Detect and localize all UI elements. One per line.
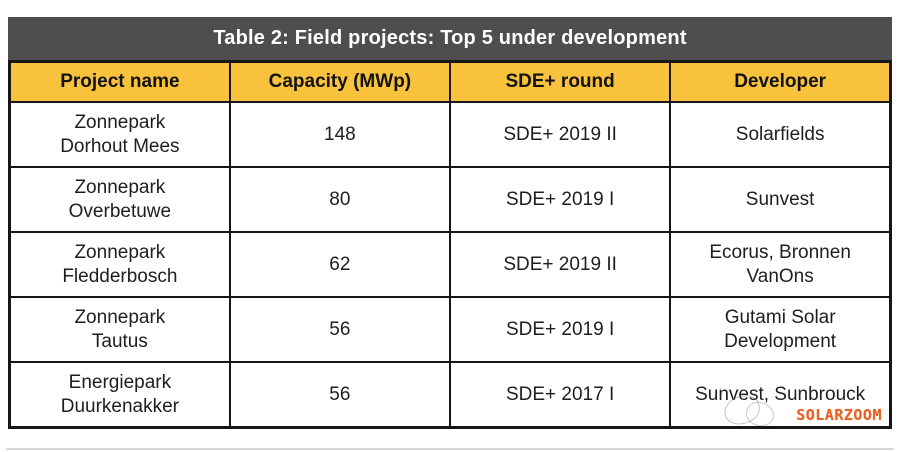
header-sde-round: SDE+ round xyxy=(448,60,672,103)
projects-table: Project name Capacity (MWp) SDE+ round D… xyxy=(8,60,892,429)
cell-sde-round: SDE+ 2019 I xyxy=(448,296,672,363)
cell-sde-round: SDE+ 2019 II xyxy=(448,231,672,298)
cell-capacity: 148 xyxy=(228,101,452,168)
table-row: Zonnepark Overbetuwe 80 SDE+ 2019 I Sunv… xyxy=(8,166,892,233)
cell-sde-round: SDE+ 2019 II xyxy=(448,101,672,168)
cell-capacity: 80 xyxy=(228,166,452,233)
header-row: Project name Capacity (MWp) SDE+ round D… xyxy=(8,60,892,103)
bottom-shadow-line xyxy=(6,448,894,450)
cell-sde-round: SDE+ 2017 I xyxy=(448,361,672,429)
cell-project: Zonnepark Tautus xyxy=(8,296,231,363)
table-row: Zonnepark Fledderbosch 62 SDE+ 2019 II E… xyxy=(8,231,892,298)
cell-capacity: 56 xyxy=(228,296,452,363)
table-row: Energiepark Duurkenakker 56 SDE+ 2017 I … xyxy=(8,361,892,429)
header-developer: Developer xyxy=(669,60,892,103)
table-row: Zonnepark Tautus 56 SDE+ 2019 I Gutami S… xyxy=(8,296,892,363)
cell-project: Zonnepark Dorhout Mees xyxy=(8,101,231,168)
cell-developer: Sunvest xyxy=(669,166,892,233)
table-container: Table 2: Field projects: Top 5 under dev… xyxy=(8,17,892,429)
cell-sde-round: SDE+ 2019 I xyxy=(448,166,672,233)
cell-project: Zonnepark Fledderbosch xyxy=(8,231,231,298)
cell-developer: Sunvest, Sunbrouck xyxy=(669,361,892,429)
cell-capacity: 62 xyxy=(228,231,452,298)
table-row: Zonnepark Dorhout Mees 148 SDE+ 2019 II … xyxy=(8,101,892,168)
table-title: Table 2: Field projects: Top 5 under dev… xyxy=(213,27,687,49)
table-title-bar: Table 2: Field projects: Top 5 under dev… xyxy=(8,17,892,60)
table-header: Project name Capacity (MWp) SDE+ round D… xyxy=(8,60,892,103)
header-project-name: Project name xyxy=(8,60,231,103)
cell-project: Energiepark Duurkenakker xyxy=(8,361,231,429)
cell-project: Zonnepark Overbetuwe xyxy=(8,166,231,233)
table-body: Zonnepark Dorhout Mees 148 SDE+ 2019 II … xyxy=(8,101,892,429)
cell-capacity: 56 xyxy=(228,361,452,429)
cell-developer: Gutami Solar Development xyxy=(669,296,892,363)
cell-developer: Ecorus, Bronnen VanOns xyxy=(669,231,892,298)
header-capacity: Capacity (MWp) xyxy=(228,60,452,103)
cell-developer: Solarfields xyxy=(669,101,892,168)
